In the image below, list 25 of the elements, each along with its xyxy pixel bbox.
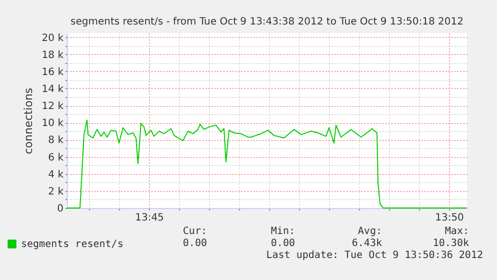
chart-title: segments resent/s - from Tue Oct 9 13:43:38 2012 to Tue Oct 9 13:50:18 2012 <box>70 16 464 28</box>
y-tick-label: 10 k <box>42 118 64 130</box>
text: Min: <box>270 226 295 237</box>
x-tick-label: 13:50 <box>435 212 464 224</box>
y-tick-label: 4 k <box>48 169 64 180</box>
y-tick-label: 6 k <box>48 152 64 164</box>
text: Avg: <box>358 226 382 237</box>
text: 6.43k <box>352 238 382 249</box>
y-tick-label: 16 k <box>42 66 64 78</box>
text: Max: <box>444 226 469 237</box>
legend-label: segments resent/s <box>21 239 124 250</box>
text: Last update: Tue Oct 9 13:50:36 2012 <box>266 250 483 261</box>
y-tick-label: 12 k <box>42 101 64 112</box>
y-tick-label: 0 <box>57 204 64 214</box>
text: 0.00 <box>270 238 295 249</box>
text: 0.00 <box>182 238 207 249</box>
y-axis-title: connections <box>22 88 35 154</box>
y-tick-label: 8 k <box>48 135 64 146</box>
text: 10.30k <box>432 238 469 249</box>
y-tick-label: 2 k <box>48 186 64 198</box>
y-tick-label: 18 k <box>42 50 64 61</box>
y-tick-label: 14 k <box>42 84 64 95</box>
x-tick-label: 13:45 <box>135 212 164 224</box>
text: Cur: <box>182 226 207 237</box>
y-tick-label: 20 k <box>42 32 64 44</box>
